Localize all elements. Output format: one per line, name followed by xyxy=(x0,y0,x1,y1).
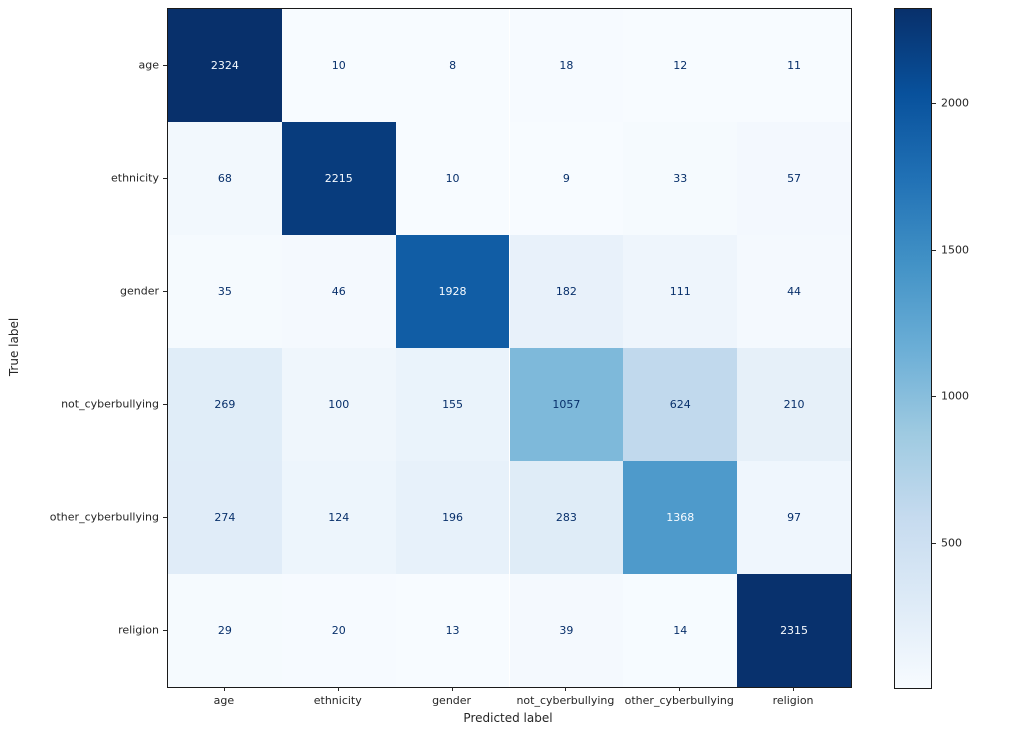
heatmap-cell: 1368 xyxy=(623,461,738,574)
colorbar-tick-mark xyxy=(932,542,936,544)
heatmap-cell: 155 xyxy=(395,348,510,461)
heatmap-cell: 182 xyxy=(509,235,624,348)
heatmap-cell: 20 xyxy=(281,574,396,687)
heatmap-cell: 196 xyxy=(395,461,510,574)
colorbar-tick-label: 1500 xyxy=(941,243,969,257)
colorbar-tick-label: 500 xyxy=(941,536,962,550)
heatmap-cell: 68 xyxy=(168,122,282,235)
heatmap-cell: 35 xyxy=(168,235,282,348)
heatmap-cell: 1057 xyxy=(509,348,624,461)
heatmap-cell: 2315 xyxy=(737,574,851,687)
heatmap-cell: 1928 xyxy=(395,235,510,348)
heatmap-cell: 11 xyxy=(737,9,851,122)
heatmap-cell: 39 xyxy=(509,574,624,687)
heatmap-cell: 100 xyxy=(281,348,396,461)
x-tick-mark xyxy=(793,687,795,691)
x-tick-label: other_cyberbullying xyxy=(624,694,734,707)
colorbar-tick-mark xyxy=(932,102,936,104)
x-axis-title: Predicted label xyxy=(463,711,553,725)
heatmap-cell: 44 xyxy=(737,235,851,348)
x-tick-mark xyxy=(679,687,681,691)
colorbar-tick-label: 2000 xyxy=(941,96,969,110)
heatmap-cell: 97 xyxy=(737,461,851,574)
heatmap-cell: 269 xyxy=(168,348,282,461)
heatmap-cell: 12 xyxy=(623,9,738,122)
y-tick-label: other_cyberbullying xyxy=(49,510,159,523)
x-tick-mark xyxy=(337,687,339,691)
y-tick-mark xyxy=(163,290,167,292)
y-tick-label: gender xyxy=(120,284,159,297)
y-tick-label: age xyxy=(138,58,160,71)
heatmap-cell: 8 xyxy=(395,9,510,122)
heatmap-cell: 18 xyxy=(509,9,624,122)
y-tick-mark xyxy=(163,64,167,66)
colorbar-tick-mark xyxy=(932,396,936,398)
heatmap-cell: 29 xyxy=(168,574,282,687)
heatmap-cell: 13 xyxy=(395,574,510,687)
heatmap-cell: 46 xyxy=(281,235,396,348)
heatmap-cell: 2324 xyxy=(168,9,282,122)
y-tick-mark xyxy=(163,516,167,518)
x-tick-mark xyxy=(223,687,225,691)
y-tick-label: not_cyberbullying xyxy=(61,397,159,410)
heatmap-cell: 274 xyxy=(168,461,282,574)
x-tick-mark xyxy=(565,687,567,691)
x-tick-mark xyxy=(451,687,453,691)
heatmap-cell: 10 xyxy=(395,122,510,235)
y-tick-label: ethnicity xyxy=(110,171,159,184)
heatmap-cell: 2215 xyxy=(281,122,396,235)
colorbar-tick-mark xyxy=(932,249,936,251)
heatmap-plot-area: 2324 10 8 18 12 11 68 2215 10 9 33 57 35 46 1928 182 111… xyxy=(167,8,852,688)
y-tick-mark xyxy=(163,177,167,179)
x-tick-label: religion xyxy=(772,694,814,707)
heatmap-cell: 57 xyxy=(737,122,851,235)
heatmap-cell: 14 xyxy=(623,574,738,687)
y-tick-mark xyxy=(163,629,167,631)
heatmap-cell: 124 xyxy=(281,461,396,574)
heatmap-cell: 10 xyxy=(281,9,396,122)
x-tick-label: age xyxy=(213,694,235,707)
x-tick-label: ethnicity xyxy=(313,694,362,707)
y-tick-label: religion xyxy=(118,623,159,636)
y-axis-title: True label xyxy=(7,317,21,377)
heatmap-cell: 33 xyxy=(623,122,738,235)
heatmap-cell: 111 xyxy=(623,235,738,348)
colorbar xyxy=(894,8,932,689)
x-tick-label: not_cyberbullying xyxy=(516,694,615,707)
y-tick-mark xyxy=(163,403,167,405)
x-tick-label: gender xyxy=(432,694,472,707)
heatmap-cell: 210 xyxy=(737,348,851,461)
heatmap-cell: 624 xyxy=(623,348,738,461)
heatmap-cell: 9 xyxy=(509,122,624,235)
heatmap-cell: 283 xyxy=(509,461,624,574)
colorbar-tick-label: 1000 xyxy=(941,389,969,403)
